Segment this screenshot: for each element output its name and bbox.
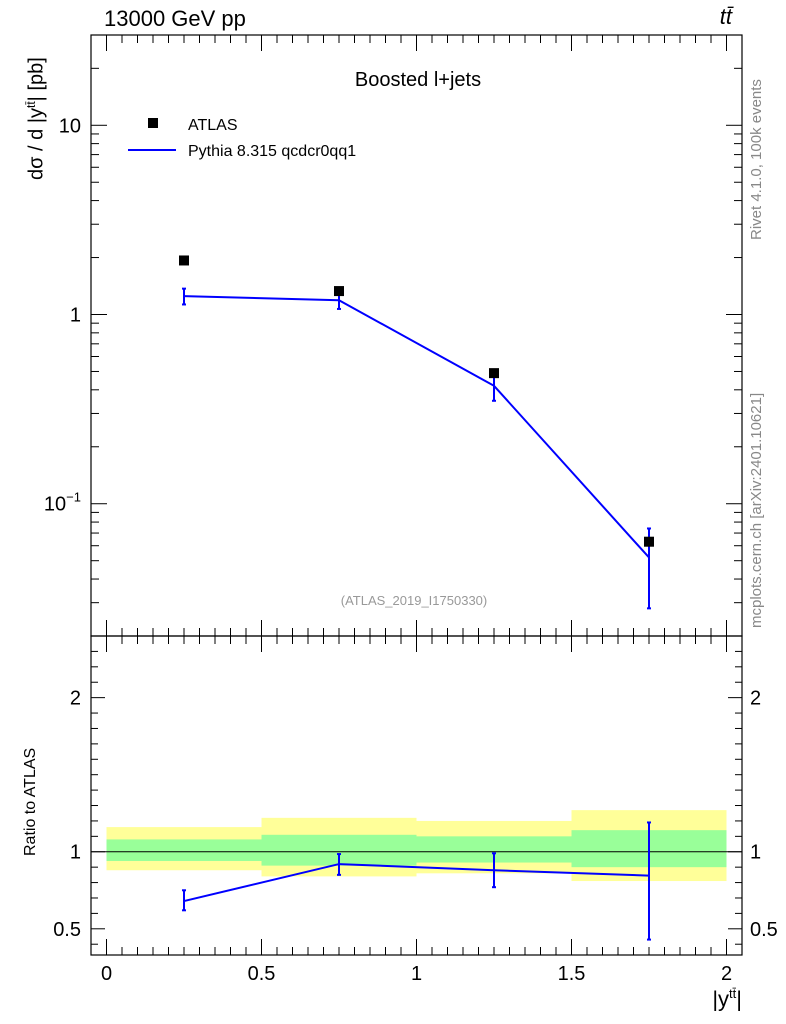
chart-title: Boosted l+jets — [355, 69, 481, 91]
energy-label: 13000 GeV pp — [104, 6, 246, 31]
x-axis-label-end: | — [736, 986, 742, 1012]
process-label: tt̄ — [719, 4, 732, 29]
ratio-panel: 0.5 0.5 1 1 2 2 0 0.5 1 1.5 2 — [53, 635, 778, 985]
analysis-tag: (ATLAS_2019_I1750330) — [341, 593, 487, 608]
x-axis-label-sup: tt̄ — [729, 986, 737, 1001]
main-y-axis-label: dσ / d |ytt̄| [pb] — [24, 57, 49, 180]
legend-label-pythia: Pythia 8.315 qcdcr0qq1 — [188, 143, 356, 160]
ratio-band-inner-bin-0 — [106, 839, 262, 861]
main-y-tick-label: 1 — [70, 305, 81, 327]
atlas-data-point — [644, 536, 654, 547]
x-tick-label: 0 — [101, 963, 112, 985]
mcplots-label: mcplots.cern.ch [arXiv:2401.10621] — [748, 392, 765, 628]
rivet-version-label: Rivet 4.1.0, 100k events — [748, 79, 765, 240]
main-y-axis-label-sup: tt̄ — [24, 101, 38, 108]
x-axis-label-text: |y — [712, 986, 730, 1012]
atlas-data-point — [179, 255, 189, 266]
atlas-data-point — [334, 286, 344, 297]
ratio-y-tick-label-right: 2 — [750, 688, 761, 710]
ratio-y-tick-label: 1 — [70, 842, 81, 864]
atlas-data-point — [489, 368, 499, 379]
x-axis-label: |ytt̄| — [712, 986, 742, 1012]
main-y-tick-label: 10 — [59, 115, 81, 137]
legend-label-atlas: ATLAS — [188, 117, 238, 134]
ratio-y-axis-label: Ratio to ATLAS — [22, 747, 39, 856]
x-tick-label: 0.5 — [248, 963, 276, 985]
ratio-line — [183, 863, 650, 903]
ratio-y-tick-label: 2 — [70, 688, 81, 710]
legend-marker-atlas — [148, 118, 158, 128]
main-y-axis-label-text: dσ / d |y — [25, 107, 48, 180]
ratio-y-tick-label-right: 1 — [750, 842, 761, 864]
pythia-line — [183, 295, 650, 559]
main-panel: 10 1 10−1 Boosted l+jets (ATLAS_2019_I175033… — [44, 34, 743, 637]
x-tick-label: 2 — [721, 963, 732, 985]
ratio-y-tick-label: 0.5 — [53, 919, 81, 941]
ratio-frame — [90, 635, 743, 956]
x-tick-label: 1 — [411, 963, 422, 985]
x-tick-label: 1.5 — [558, 963, 586, 985]
main-y-tick-label: 10−1 — [44, 490, 81, 516]
ratio-y-tick-label-right: 0.5 — [750, 919, 778, 941]
main-y-axis-label-end: | [pb] — [25, 57, 48, 102]
